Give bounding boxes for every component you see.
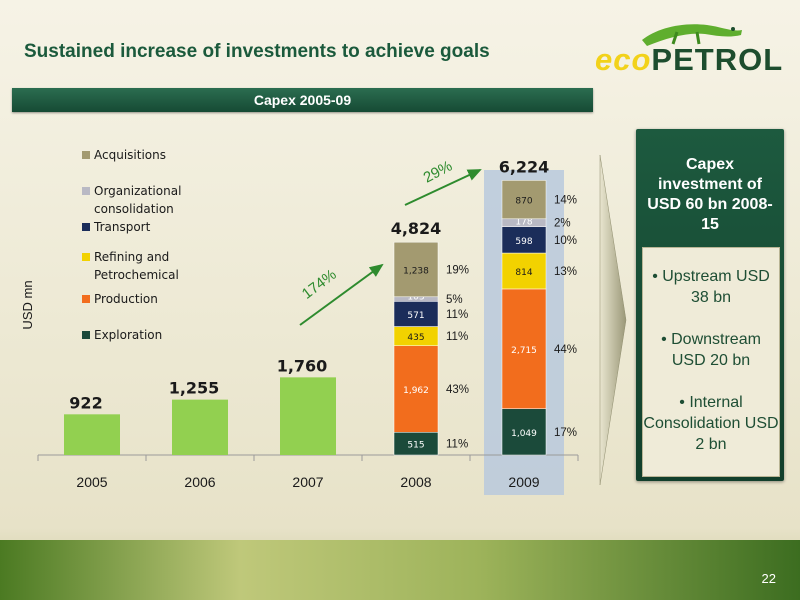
summary-item-internal-consolidation: • Internal Consolidation USD 2 bn [643,394,779,453]
segment-percent-2009: 44% [554,344,577,356]
segment-percent-2009: 13% [554,266,577,278]
ecopetrol-logo: ecoPETROL [595,10,782,82]
growth-arrow-2005-2008 [299,263,384,326]
page-title: Sustained increase of investments to ach… [24,41,490,62]
iguana-logo-icon [642,24,742,46]
growth-label-2008-2009: 29% [421,157,455,186]
logo-eco-text: eco [595,42,652,77]
segment-percent-2009: 17% [554,427,577,439]
capex-chart: USD mn 922 2005 1,255 2006 1,760 2007 515 11% 1,9… [20,148,579,495]
segment-value-2009: 814 [515,268,532,278]
bar-2005 [64,414,120,455]
segment-2008-transport [393,301,439,327]
x-tick-label-2007: 2007 [292,474,323,490]
decorative-footer-band [0,540,800,600]
y-axis-label: USD mn [20,280,35,329]
growth-arrow-2008-2009 [404,169,482,206]
segment-percent-2008: 19% [446,264,469,276]
segment-percent-2009: 10% [554,235,577,247]
segment-2009-refining-and-petrochemical [501,252,547,290]
segment-percent-2009: 14% [554,195,577,207]
growth-label-2005-2008: 174% [299,266,340,303]
segment-value-2008: 571 [407,311,424,321]
legend-swatch-organizational-consolidation [82,187,90,195]
summary-item-downstream: • Downstream USD 20 bn [661,331,761,369]
segment-percent-2008: 11% [446,309,468,321]
segment-value-2009: 870 [515,197,532,207]
segment-2009-transport [501,226,547,254]
segment-percent-2008: 11% [446,331,468,343]
legend-swatch-transport [82,223,90,231]
page-number: 22 [761,571,776,586]
segment-value-2009: 598 [515,237,532,247]
chevron-right-icon [599,155,627,485]
total-label-2007: 1,760 [277,356,328,375]
segment-value-2008: 1,962 [403,386,429,396]
segment-value-2008: 435 [407,333,424,343]
logo-petrol-text: PETROL [651,42,784,77]
legend-swatch-acquisitions [82,151,90,159]
bar-2006 [172,399,228,455]
segment-value-2009: 2,715 [511,346,537,356]
capex-breakdown-box: • Upstream USD 38 bn • Downstream USD 20… [642,247,780,477]
segment-value-2008: 103 [407,292,424,302]
x-tick-label-2006: 2006 [184,474,215,490]
legend-label: Exploration [94,328,162,342]
bar-2007 [280,377,336,455]
segment-percent-2008: 43% [446,384,469,396]
legend-label: Transport [93,220,151,234]
legend-label: consolidation [94,202,174,216]
segment-2008-acquisitions [393,241,439,298]
chart-banner: Capex 2005-09 [12,88,593,112]
segment-value-2008: 1,238 [403,266,429,276]
segment-value-2009: 178 [515,218,532,228]
segment-percent-2008: 5% [446,294,463,306]
legend-label: Organizational [94,184,181,198]
total-label-2006: 1,255 [169,379,220,398]
legend-swatch-exploration [82,331,90,339]
legend-label: Refining and [94,250,169,264]
x-tick-label-2009: 2009 [508,474,539,490]
legend-label: Petrochemical [94,268,179,282]
legend-swatch-refining-and-petrochemical [82,253,90,261]
x-tick-label-2005: 2005 [76,474,107,490]
total-label-2005: 922 [69,393,102,412]
segment-value-2009: 1,049 [511,429,537,439]
segment-value-2008: 515 [407,441,424,451]
segment-2009-exploration [501,408,547,456]
segment-percent-2009: 2% [554,218,571,230]
total-label-2009: 6,224 [499,157,550,176]
legend-label: Production [94,292,158,306]
x-tick-label-2008: 2008 [400,474,431,490]
capex-summary-panel: Capex investment of USD 60 bn 2008-15 • … [636,129,784,481]
legend-label: Acquisitions [94,148,166,162]
legend-swatch-production [82,295,90,303]
summary-item-upstream: • Upstream USD 38 bn [652,268,770,306]
segment-percent-2008: 11% [446,439,468,451]
total-label-2008: 4,824 [391,219,442,238]
segment-2009-acquisitions [501,180,547,220]
segment-2008-production [393,345,439,433]
capex-summary-title: Capex investment of USD 60 bn 2008-15 [647,156,773,233]
segment-2009-production [501,288,547,409]
